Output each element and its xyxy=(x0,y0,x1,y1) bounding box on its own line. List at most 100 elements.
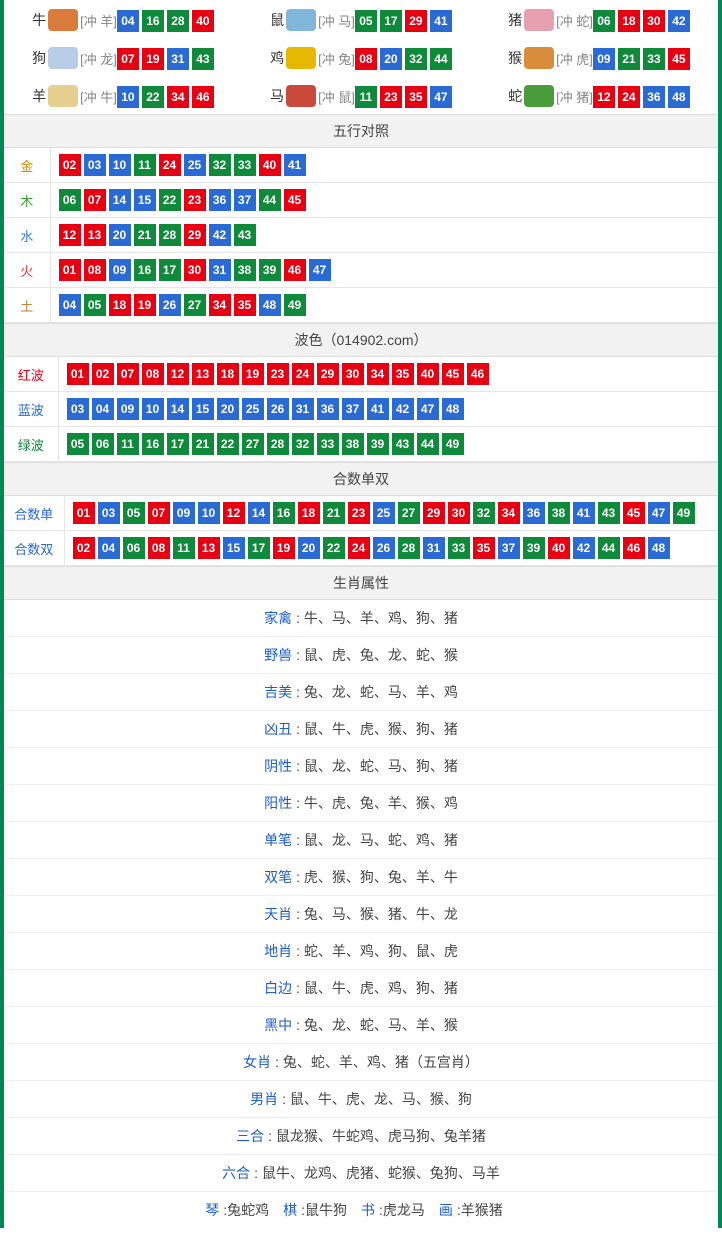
attribute-sep: : xyxy=(296,721,304,737)
number-list: 05061116172122272832333839434449 xyxy=(67,433,464,455)
zodiac-cell: 蛇[冲 猪]12243648 xyxy=(480,76,718,114)
number-badge: 35 xyxy=(392,363,414,385)
number-badge: 05 xyxy=(67,433,89,455)
row-label: 蓝波 xyxy=(4,392,58,427)
number-badge: 10 xyxy=(198,502,220,524)
zodiac-clash: [冲 虎] xyxy=(556,49,593,68)
attribute-label: 野兽 xyxy=(264,647,292,663)
attribute-value: 蛇、羊、鸡、狗、鼠、虎 xyxy=(304,943,458,959)
row-label: 合数单 xyxy=(4,496,64,531)
zodiac-clash: [冲 兔] xyxy=(318,49,355,68)
attribute-row: 凶丑: 鼠、牛、虎、猴、狗、猪 xyxy=(4,711,718,748)
number-badge: 03 xyxy=(67,398,89,420)
attribute-value: 虎、猴、狗、兔、羊、牛 xyxy=(304,869,458,885)
number-badge: 49 xyxy=(442,433,464,455)
number-badge: 24 xyxy=(618,86,640,108)
attribute-value: 鼠、牛、虎、鸡、狗、猪 xyxy=(304,980,458,996)
attribute-row: 男肖: 鼠、牛、虎、龙、马、猴、狗 xyxy=(4,1081,718,1118)
number-badge: 42 xyxy=(392,398,414,420)
number-badge: 46 xyxy=(623,537,645,559)
number-badge: 04 xyxy=(59,294,81,316)
zodiac-icon xyxy=(524,9,554,31)
number-list: 02031011242532334041 xyxy=(59,154,306,176)
zodiac-icon xyxy=(524,47,554,69)
attribute-value: 牛、马、羊、鸡、狗、猪 xyxy=(304,610,458,626)
number-badge: 48 xyxy=(668,86,690,108)
zodiac-number-row: 12243648 xyxy=(593,86,690,108)
number-badge: 18 xyxy=(298,502,320,524)
number-badge: 06 xyxy=(123,537,145,559)
number-badge: 44 xyxy=(598,537,620,559)
number-badge: 28 xyxy=(267,433,289,455)
number-badge: 31 xyxy=(292,398,314,420)
attribute-label: 女肖 xyxy=(243,1054,271,1070)
attribute-label: 男肖 xyxy=(250,1091,278,1107)
number-badge: 11 xyxy=(134,154,156,176)
number-badge: 38 xyxy=(234,259,256,281)
zodiac-title-row: 狗[冲 龙] xyxy=(32,47,117,69)
attribute-label: 阴性 xyxy=(264,758,292,774)
number-badge: 20 xyxy=(217,398,239,420)
number-badge: 01 xyxy=(59,259,81,281)
number-badge: 45 xyxy=(284,189,306,211)
number-badge: 47 xyxy=(430,86,452,108)
table-row: 红波0102070812131819232429303435404546 xyxy=(4,357,718,392)
zodiac-icon xyxy=(286,47,316,69)
number-badge: 42 xyxy=(209,224,231,246)
number-badge: 31 xyxy=(423,537,445,559)
row-label: 绿波 xyxy=(4,427,58,462)
zodiac-clash: [冲 牛] xyxy=(80,87,117,106)
number-badge: 34 xyxy=(498,502,520,524)
number-badge: 46 xyxy=(467,363,489,385)
attribute-sep: : xyxy=(296,795,304,811)
number-badge: 17 xyxy=(159,259,181,281)
attribute-label: 阳性 xyxy=(264,795,292,811)
zodiac-number-row: 08203244 xyxy=(355,48,452,70)
attribute-value: 牛、虎、兔、羊、猴、鸡 xyxy=(304,795,458,811)
number-badge: 15 xyxy=(192,398,214,420)
zodiac-clash: [冲 马] xyxy=(318,11,355,30)
number-badge: 03 xyxy=(84,154,106,176)
attribute-sep: : xyxy=(296,832,304,848)
number-badge: 27 xyxy=(398,502,420,524)
zodiac-name: 狗 xyxy=(32,48,46,68)
number-badge: 43 xyxy=(192,48,214,70)
row-numbers: 0103050709101214161821232527293032343638… xyxy=(64,496,718,531)
number-badge: 21 xyxy=(618,48,640,70)
number-badge: 17 xyxy=(380,10,402,32)
number-badge: 45 xyxy=(668,48,690,70)
zodiac-cell: 马[冲 鼠]11233547 xyxy=(242,76,480,114)
number-badge: 10 xyxy=(109,154,131,176)
zodiac-icon xyxy=(48,9,78,31)
attribute-sep: : xyxy=(296,684,304,700)
number-list: 0103050709101214161821232527293032343638… xyxy=(73,502,695,524)
number-badge: 33 xyxy=(234,154,256,176)
number-badge: 28 xyxy=(398,537,420,559)
row-numbers: 02031011242532334041 xyxy=(50,148,718,183)
number-badge: 07 xyxy=(148,502,170,524)
attribute-sep: : xyxy=(275,1054,283,1070)
number-list: 0108091617303138394647 xyxy=(59,259,331,281)
bottom-label: 棋 xyxy=(283,1202,297,1218)
number-badge: 12 xyxy=(223,502,245,524)
table-row: 金02031011242532334041 xyxy=(4,148,718,183)
zodiac-cell: 猴[冲 虎]09213345 xyxy=(480,38,718,76)
number-badge: 07 xyxy=(117,48,139,70)
number-badge: 09 xyxy=(109,259,131,281)
row-label: 火 xyxy=(4,253,50,288)
attribute-row: 黑中: 兔、龙、蛇、马、羊、猴 xyxy=(4,1007,718,1044)
zodiac-cell: 羊[冲 牛]10223446 xyxy=(4,76,242,114)
number-badge: 30 xyxy=(184,259,206,281)
row-numbers: 1213202128294243 xyxy=(50,218,718,253)
number-badge: 05 xyxy=(84,294,106,316)
number-badge: 09 xyxy=(173,502,195,524)
number-badge: 49 xyxy=(673,502,695,524)
row-numbers: 0204060811131517192022242628313335373940… xyxy=(64,531,718,566)
number-badge: 37 xyxy=(234,189,256,211)
number-badge: 06 xyxy=(92,433,114,455)
attribute-value: 鼠、牛、虎、猴、狗、猪 xyxy=(304,721,458,737)
table-row: 水1213202128294243 xyxy=(4,218,718,253)
number-badge: 33 xyxy=(317,433,339,455)
number-badge: 46 xyxy=(284,259,306,281)
number-badge: 23 xyxy=(380,86,402,108)
